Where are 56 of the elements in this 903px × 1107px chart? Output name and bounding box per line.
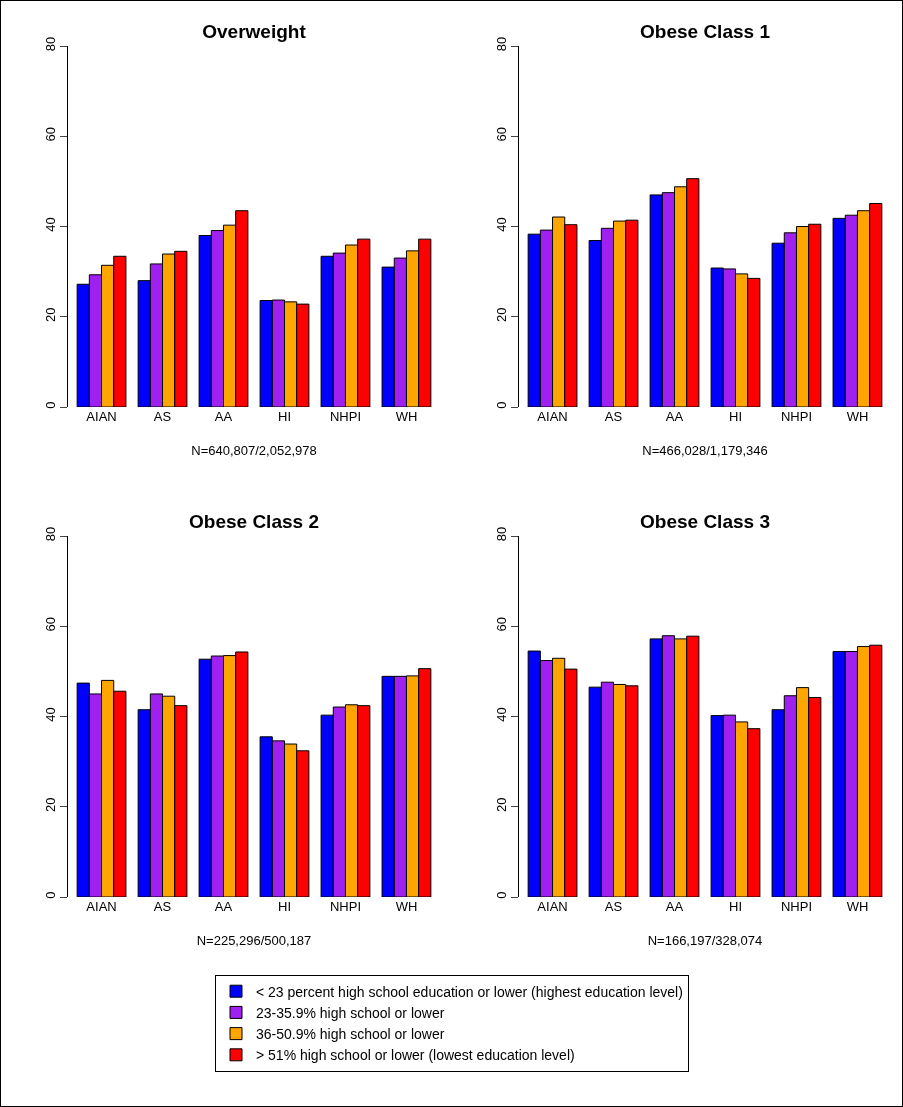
x-tick-label: AA [214,409,233,424]
y-tick-label: 40 [42,217,58,232]
x-tick-label: NHPI [329,899,362,914]
y-tick-label: 0 [493,401,509,409]
y-tick-label: 80 [42,36,58,52]
y-tick-label: 40 [42,707,58,722]
x-tick-label: AIAN [537,409,568,424]
y-tick-label: 80 [42,526,58,542]
y-tick-label: 60 [493,617,509,632]
chart-title: Obese Class 2 [189,510,319,532]
chart-title: Overweight [202,20,307,42]
x-axis-title: N=640,807/2,052,978 [191,442,317,458]
x-axis-title: N=225,296/500,187 [196,932,312,948]
y-tick-label: 80 [493,36,509,52]
x-axis-title: N=166,197/328,074 [647,932,763,948]
y-tick-label: 40 [493,217,509,232]
x-tick-label: AIAN [86,409,117,424]
x-tick-label: AS [153,409,172,424]
legend-label: 36-50.9% high school or lower [256,1026,445,1043]
x-tick-label: HI [728,409,742,424]
x-tick-label: WH [846,899,869,914]
chart-title: Obese Class 1 [640,20,771,42]
y-tick-label: 60 [493,127,509,142]
legend-label: > 51% high school or lower (lowest education level) [256,1047,575,1064]
y-tick-label: 60 [42,127,58,142]
x-tick-label: AS [604,409,623,424]
chart-title: Obese Class 3 [640,510,770,532]
x-tick-label: AS [604,899,623,914]
x-tick-label: AIAN [86,899,117,914]
legend-label: < 23 percent high school education or lower (highest education level) [256,983,683,1000]
y-tick-label: 20 [493,307,509,323]
x-tick-label: WH [395,899,418,914]
y-tick-label: 60 [42,617,58,632]
x-tick-label: AA [665,899,684,914]
x-tick-label: NHPI [329,409,362,424]
x-tick-label: HI [277,409,291,424]
x-tick-label: NHPI [780,899,813,914]
x-tick-label: AA [665,409,684,424]
x-tick-label: AS [153,899,172,914]
legend-label: 23-35.9% high school or lower [256,1004,445,1021]
y-tick-label: 0 [493,891,509,899]
y-tick-label: 20 [42,307,58,323]
y-tick-label: 20 [42,797,58,813]
x-tick-label: WH [846,409,869,424]
y-tick-label: 0 [42,891,58,899]
y-tick-label: 0 [42,401,58,409]
y-tick-label: 40 [493,707,509,722]
x-tick-label: AA [214,899,233,914]
x-tick-label: HI [277,899,291,914]
y-tick-label: 20 [493,797,509,813]
y-tick-label: 80 [493,526,509,542]
x-tick-label: AIAN [537,899,568,914]
x-tick-label: NHPI [780,409,813,424]
x-axis-title: N=466,028/1,179,346 [642,442,768,458]
x-tick-label: HI [728,899,742,914]
x-tick-label: WH [395,409,418,424]
